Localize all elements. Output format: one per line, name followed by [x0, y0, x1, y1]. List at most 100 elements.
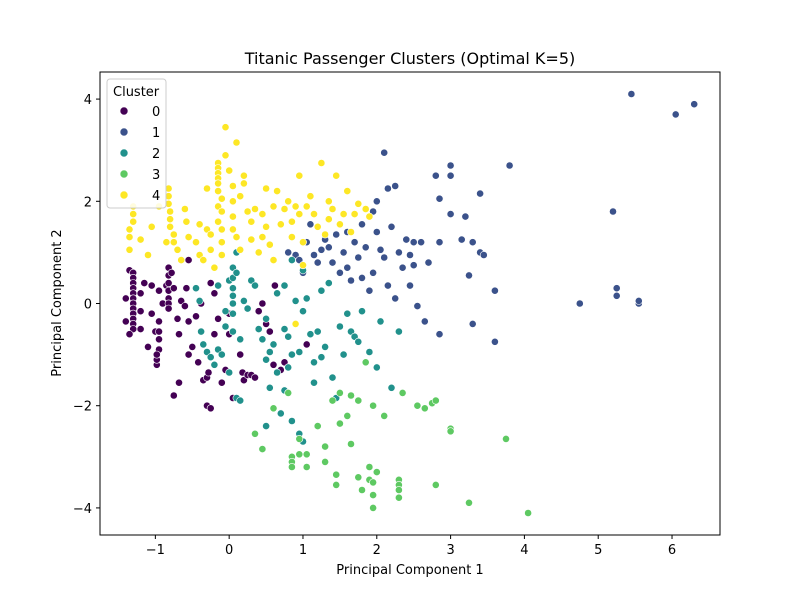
y-tick-label: 0: [84, 298, 92, 313]
cluster-4-point: [166, 215, 174, 224]
cluster-2-point: [372, 363, 381, 372]
cluster-2-point: [273, 289, 281, 298]
cluster-1-point: [383, 281, 392, 290]
cluster-0-point: [270, 281, 279, 290]
cluster-4-point: [295, 210, 304, 218]
cluster-0-point: [236, 350, 245, 359]
cluster-1-point: [413, 302, 422, 310]
cluster-1-point: [317, 245, 326, 254]
cluster-3-point: [335, 388, 344, 397]
cluster-4-point: [313, 222, 322, 231]
cluster-0-point: [180, 302, 189, 310]
cluster-4-point: [239, 171, 248, 180]
cluster-3-point: [321, 457, 329, 466]
cluster-4-point: [136, 235, 145, 244]
cluster-4-point: [321, 230, 329, 239]
x-axis-ticks: −1 0 1 2 3 4 5 6: [146, 535, 676, 558]
cluster-2-point: [228, 284, 237, 293]
cluster-2-point: [254, 325, 263, 333]
cluster-1-point: [365, 286, 374, 295]
y-tick-label: −4: [73, 502, 92, 517]
cluster-4-point: [184, 233, 193, 241]
cluster-2-point: [387, 383, 396, 392]
cluster-0-point: [182, 284, 191, 293]
cluster-0-point: [210, 330, 219, 339]
cluster-2-point: [206, 353, 215, 362]
cluster-4-point: [206, 245, 215, 254]
cluster-0-point: [144, 342, 152, 351]
cluster-1-point: [435, 194, 444, 203]
cluster-1-point: [420, 317, 429, 326]
cluster-4-point: [317, 159, 326, 167]
x-axis-label: Principal Component 1: [336, 563, 483, 578]
cluster-2-point: [236, 396, 245, 405]
cluster-4-point: [328, 205, 337, 213]
cluster-4-point: [217, 238, 226, 247]
cluster-2-point: [295, 348, 304, 356]
cluster-3-point: [328, 396, 337, 405]
cluster-0-point: [251, 373, 259, 382]
cluster-2-point: [221, 322, 230, 331]
cluster-2-point: [262, 314, 270, 323]
cluster-1-point: [431, 171, 440, 180]
cluster-1-point: [391, 294, 400, 303]
cluster-4-point: [217, 194, 226, 203]
cluster-4-point: [228, 197, 237, 206]
cluster-4-point: [239, 179, 248, 188]
cluster-1-point: [358, 220, 366, 229]
cluster-2-point: [284, 363, 293, 372]
cluster-4-point: [262, 184, 270, 193]
cluster-3-point: [302, 463, 311, 471]
cluster-4-point: [287, 233, 296, 241]
cluster-1-point: [335, 268, 344, 277]
cluster-4-point: [217, 207, 226, 216]
cluster-3-point: [420, 404, 429, 413]
cluster-0-point: [136, 307, 145, 316]
cluster-1-point: [361, 243, 370, 252]
cluster-0-point: [136, 289, 145, 298]
cluster-1-point: [476, 189, 484, 198]
cluster-4-point: [177, 256, 186, 264]
legend-title: Cluster: [113, 85, 160, 100]
cluster-4-point: [195, 220, 204, 229]
legend-marker: [119, 169, 129, 179]
cluster-3-point: [332, 470, 341, 479]
cluster-4-point: [206, 230, 215, 239]
cluster-4-point: [192, 238, 200, 247]
cluster-4-point: [129, 210, 138, 218]
cluster-4-point: [144, 251, 152, 259]
cluster-2-point: [228, 327, 237, 336]
cluster-4-point: [169, 230, 178, 239]
cluster-0-point: [184, 256, 193, 264]
cluster-0-point: [204, 368, 213, 377]
cluster-0-point: [121, 317, 130, 326]
cluster-3-point: [354, 473, 363, 482]
cluster-2-point: [284, 332, 293, 341]
cluster-1-point: [490, 337, 499, 346]
cluster-0-point: [184, 317, 193, 326]
cluster-2-point: [221, 307, 230, 316]
cluster-2-point: [243, 304, 252, 313]
cluster-0-point: [147, 309, 156, 318]
y-tick-label: 4: [84, 93, 92, 108]
cluster-4-point: [166, 222, 174, 231]
cluster-2-point: [228, 299, 237, 308]
x-tick-label: 2: [373, 543, 381, 558]
cluster-0-point: [206, 404, 215, 413]
cluster-4-point: [173, 245, 182, 254]
cluster-1-point: [394, 248, 403, 257]
cluster-3-point: [332, 480, 341, 489]
cluster-2-point: [287, 256, 296, 264]
cluster-1-point: [479, 251, 488, 259]
cluster-1-point: [376, 245, 385, 254]
cluster-3-point: [251, 429, 259, 438]
cluster-4-point: [295, 171, 304, 180]
cluster-4-point: [310, 210, 318, 218]
cluster-0-point: [169, 284, 178, 293]
cluster-2-point: [324, 279, 333, 287]
cluster-4-point: [343, 187, 352, 195]
cluster-2-point: [280, 325, 289, 333]
cluster-4-point: [214, 179, 222, 188]
cluster-3-point: [269, 404, 278, 413]
cluster-4-point: [269, 256, 278, 264]
